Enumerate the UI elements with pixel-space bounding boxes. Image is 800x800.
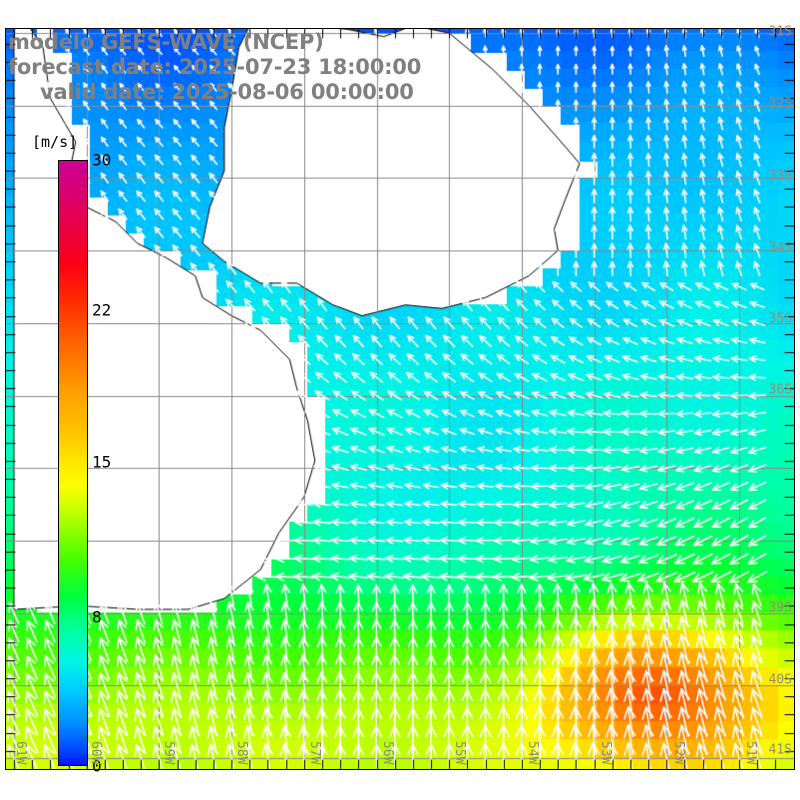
map-plot-area[interactable] <box>5 28 795 770</box>
wind-field-canvas <box>6 29 794 769</box>
